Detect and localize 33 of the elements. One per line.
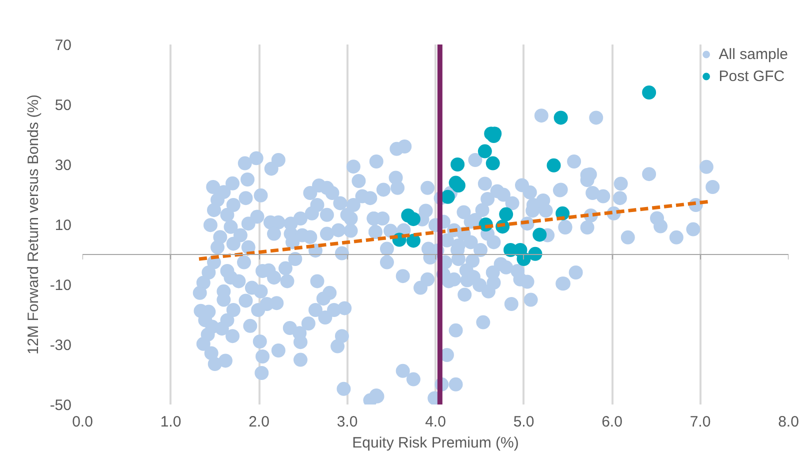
point <box>406 234 420 248</box>
point <box>554 110 568 125</box>
y-tick-label: 10 <box>54 217 72 234</box>
point <box>499 207 514 222</box>
point <box>642 86 656 100</box>
x-tick-label: 6.0 <box>602 414 622 430</box>
x-tick-label: 8.0 <box>778 414 799 430</box>
y-tick-label: -50 <box>50 397 72 414</box>
x-tick-label: 0.0 <box>72 414 93 430</box>
legend-label: All sample <box>718 46 788 62</box>
x-tick-label: 2.0 <box>248 414 270 430</box>
point <box>450 158 465 172</box>
point <box>478 144 492 158</box>
point <box>532 228 547 242</box>
x-tick-label: 1.0 <box>160 414 182 430</box>
point <box>451 178 466 192</box>
y-tick-label: 50 <box>54 97 72 114</box>
y-tick-label: 30 <box>54 157 72 174</box>
x-tick-label: 4.0 <box>425 414 446 430</box>
y-axis-title: 12M Forward Return versus Bonds (%) <box>24 94 42 355</box>
point <box>546 158 561 172</box>
legend-label: Post GFC <box>718 68 785 84</box>
x-tick-label: 5.0 <box>513 414 534 430</box>
point <box>440 190 455 204</box>
point <box>486 156 500 170</box>
point <box>528 246 542 261</box>
y-tick-label: 70 <box>54 37 72 54</box>
y-tick-label: -30 <box>50 337 72 354</box>
point <box>406 212 420 226</box>
x-tick-label: 3.0 <box>336 414 358 430</box>
x-axis-title: Equity Risk Premium (%) <box>352 434 519 452</box>
y-tick-label: -10 <box>50 277 72 294</box>
x-tick-label: 7.0 <box>690 414 711 430</box>
